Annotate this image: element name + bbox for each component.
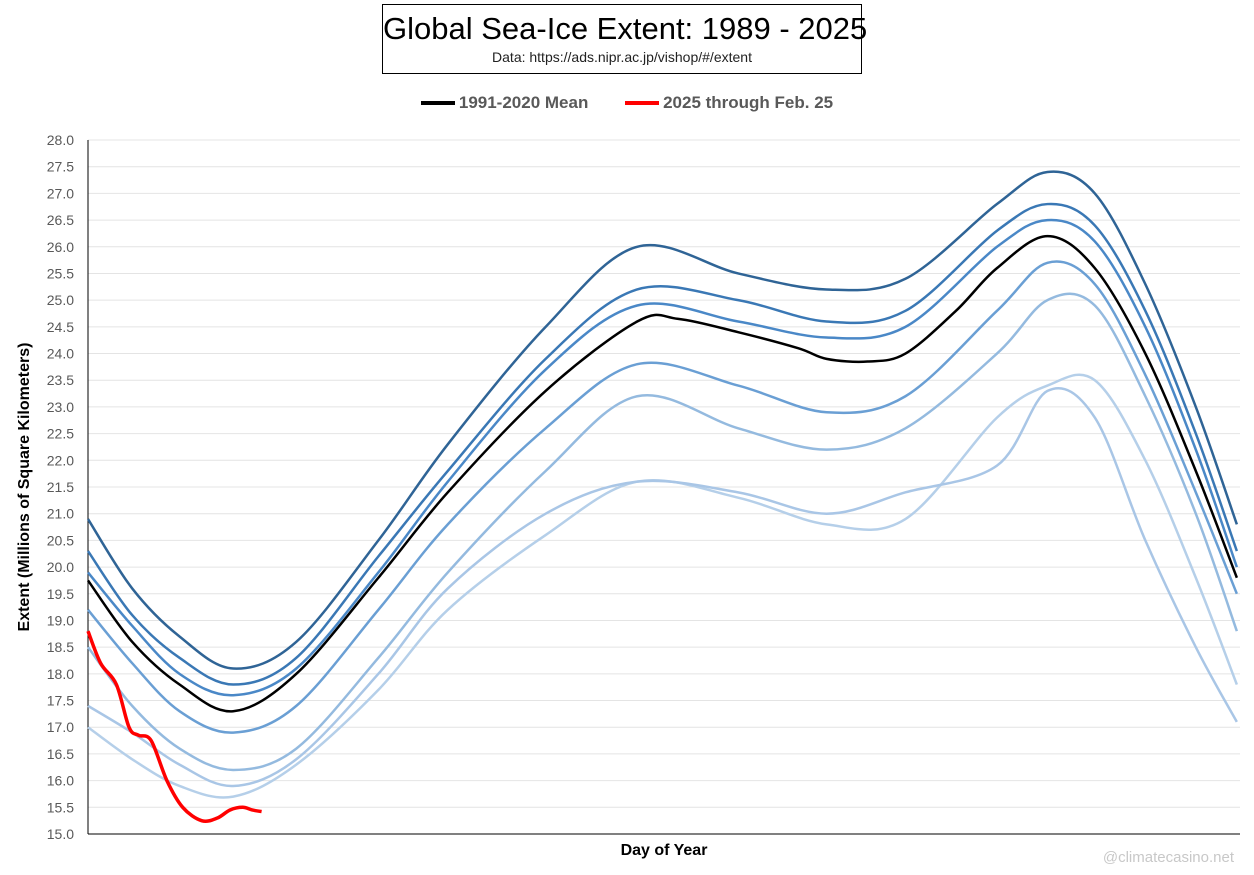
legend: 1991-2020 Mean 2025 through Feb. 25: [0, 90, 1254, 113]
historical-year-line: [86, 202, 1239, 686]
legend-swatch-2025: [625, 101, 660, 105]
y-tick-label: 15.0: [47, 826, 74, 842]
y-tick-label: 22.0: [47, 452, 74, 468]
y-tick-label: 23.5: [47, 372, 74, 388]
historical-year-line: [87, 218, 1239, 697]
y-tick-label: 18.0: [47, 666, 74, 682]
y-tick-label: 21.0: [47, 506, 74, 522]
historical-year-line: [86, 170, 1239, 670]
y-tick-label: 25.0: [47, 292, 74, 308]
historical-year-line: [87, 292, 1239, 772]
historical-year-line: [87, 260, 1238, 734]
y-tick-label: 19.5: [47, 586, 74, 602]
chart-title: Global Sea-Ice Extent: 1989 - 2025: [383, 11, 868, 46]
y-tick-label: 18.5: [47, 639, 74, 655]
legend-item-mean: 1991-2020 Mean: [420, 93, 589, 113]
y-tick-label: 20.0: [47, 559, 74, 575]
legend-label-mean: 1991-2020 Mean: [458, 93, 589, 112]
y-tick-label: 21.5: [47, 479, 74, 495]
legend-swatch-mean: [420, 101, 455, 105]
credit-watermark: @climatecasino.net: [1102, 849, 1234, 866]
y-tick-label: 28.0: [47, 132, 74, 148]
y-tick-label: 16.0: [47, 773, 74, 789]
y-tick-label: 19.0: [47, 612, 74, 628]
y-tick-label: 16.5: [47, 746, 74, 762]
y-tick-label: 15.5: [47, 799, 74, 815]
y-tick-label: 26.0: [47, 239, 74, 255]
y-tick-label: 27.0: [47, 185, 74, 201]
y-tick-label: 17.0: [47, 719, 74, 735]
x-axis-label: Day of Year: [620, 842, 708, 859]
y-tick-label: 26.5: [47, 212, 74, 228]
chart-subtitle: Data: https://ads.nipr.ac.jp/vishop/#/ex…: [492, 49, 752, 65]
y-tick-label: 17.5: [47, 693, 74, 709]
y-tick-label: 27.5: [47, 159, 74, 175]
y-tick-label: 22.5: [47, 426, 74, 442]
historical-year-line: [87, 373, 1239, 799]
chart-title-box: Global Sea-Ice Extent: 1989 - 2025 Data:…: [382, 4, 868, 74]
y-tick-label: 24.5: [47, 319, 74, 335]
legend-label-2025: 2025 through Feb. 25: [663, 93, 834, 112]
y-tick-label: 25.5: [47, 265, 74, 281]
historical-year-line: [87, 386, 1238, 788]
y-tick-label: 23.0: [47, 399, 74, 415]
y-tick-label: 20.5: [47, 532, 74, 548]
legend-item-2025: 2025 through Feb. 25: [625, 93, 833, 113]
line-2025: [86, 630, 262, 823]
mean-line: [86, 234, 1239, 713]
y-tick-label: 24.0: [47, 346, 74, 362]
